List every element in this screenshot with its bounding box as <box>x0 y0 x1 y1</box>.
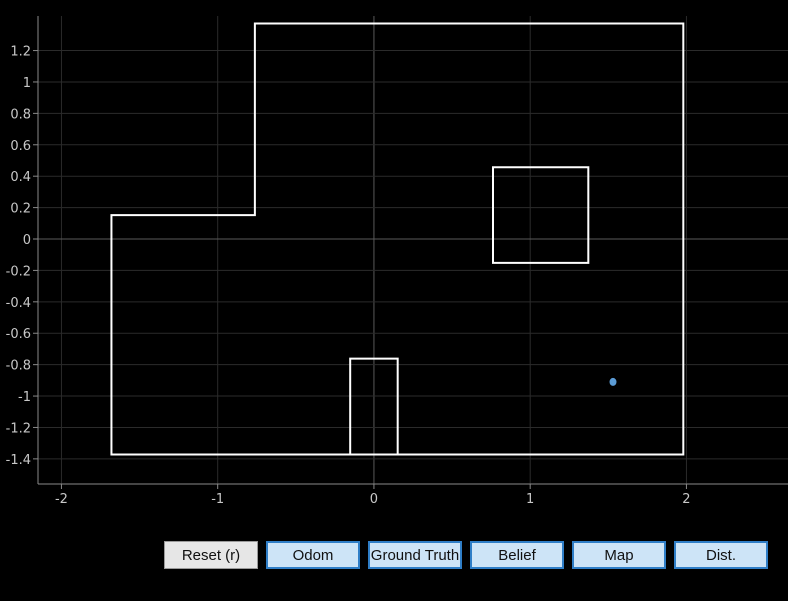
y-tick-label: 0.2 <box>10 202 31 217</box>
x-tick-label: -2 <box>55 492 68 507</box>
y-tick-label: -1.4 <box>6 453 31 468</box>
y-tick-label: 1 <box>23 76 31 91</box>
map-obstacle <box>349 357 399 456</box>
odom-toggle-button[interactable]: Odom <box>266 541 360 569</box>
ground-truth-toggle-button[interactable]: Ground Truth <box>368 541 462 569</box>
map-toggle-button[interactable]: Map <box>572 541 666 569</box>
reset-button[interactable]: Reset (r) <box>164 541 258 569</box>
dist-toggle-button[interactable]: Dist. <box>674 541 768 569</box>
y-tick-label: 0.8 <box>10 107 31 122</box>
control-button-bar: Reset (r) Odom Ground Truth Belief Map D… <box>164 541 768 569</box>
x-tick-label: 1 <box>526 492 534 507</box>
y-tick-label: 1.2 <box>10 45 31 60</box>
x-tick-label: 0 <box>370 492 378 507</box>
map-obstacle <box>492 166 590 264</box>
x-tick-label: 2 <box>682 492 690 507</box>
belief-toggle-button[interactable]: Belief <box>470 541 564 569</box>
map-outer-wall <box>110 22 685 456</box>
y-tick-label: -0.2 <box>6 264 31 279</box>
y-tick-label: -1 <box>18 390 31 405</box>
y-tick-label: 0.4 <box>10 170 31 185</box>
y-tick-label: -0.8 <box>6 359 31 374</box>
y-tick-label: -0.4 <box>6 296 31 311</box>
y-tick-label: -1.2 <box>6 421 31 436</box>
x-tick-label: -1 <box>211 492 224 507</box>
plot-canvas[interactable]: 1.2 1 0.8 0.6 0.4 0.2 0 -0.2 -0.4 -0.6 -0.8 -1 -1.2 -… <box>0 0 788 530</box>
plot-area[interactable]: 1.2 1 0.8 0.6 0.4 0.2 0 -0.2 -0.4 -0.6 -0.8 -1 -1.2 -… <box>0 0 788 530</box>
y-tick-label: -0.6 <box>6 327 31 342</box>
y-tick-label: 0.6 <box>10 139 31 154</box>
y-tick-label: 0 <box>23 233 31 248</box>
robot-position-marker <box>609 377 617 386</box>
